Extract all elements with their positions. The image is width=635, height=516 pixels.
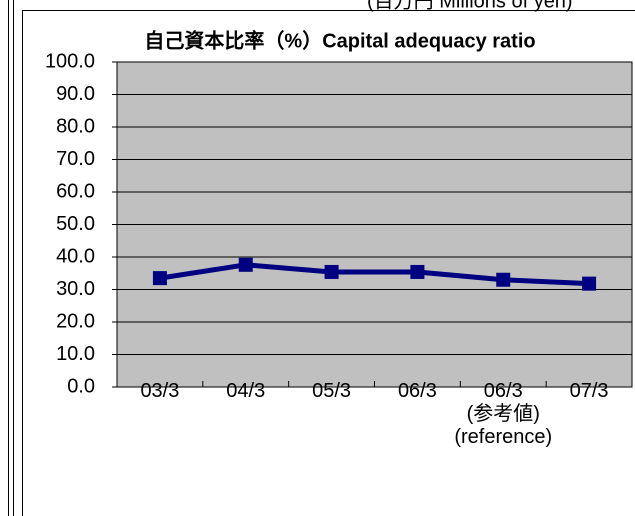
y-tick-label: 80.0 [56, 115, 95, 137]
y-tick-label: 30.0 [56, 278, 95, 300]
page: {"unit_note": "(百万円 Millions of yen)", "… [0, 0, 635, 516]
marker [239, 258, 253, 272]
y-tick-label: 0.0 [67, 375, 95, 397]
y-tick-label: 50.0 [56, 213, 95, 235]
marker [582, 277, 596, 291]
y-tick-label: 100.0 [45, 50, 95, 72]
y-tick-label: 20.0 [56, 310, 95, 332]
y-tick-label: 10.0 [56, 343, 95, 365]
marker [153, 271, 167, 285]
marker [496, 273, 510, 287]
unit-note: (百万円 Millions of yen) [367, 0, 573, 12]
y-tick-label: 70.0 [56, 148, 95, 170]
y-tick-label: 90.0 [56, 83, 95, 105]
marker [325, 265, 339, 279]
marker [410, 265, 424, 279]
x-tick-label: 07/3 [529, 380, 635, 403]
y-tick-label: 40.0 [56, 245, 95, 267]
y-tick-label: 60.0 [56, 180, 95, 202]
chart-title: 自己資本比率（%）Capital adequacy ratio [144, 28, 535, 52]
